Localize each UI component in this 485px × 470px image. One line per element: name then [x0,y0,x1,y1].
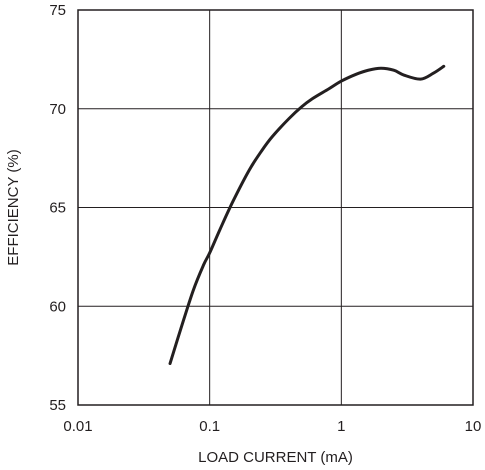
y-tick-label: 55 [49,397,66,414]
grid-lines [77,9,474,406]
x-tick-label: 0.1 [199,418,220,435]
x-tick-label: 1 [337,418,345,435]
y-tick-label: 65 [49,200,66,217]
x-axis-ticks: 0.01 0.1 1 10 [63,418,481,435]
y-axis-label: EFFICIENCY (%) [5,149,22,265]
x-axis-label: LOAD CURRENT (mA) [198,449,353,466]
efficiency-curve [168,64,446,366]
y-tick-label: 70 [49,101,66,118]
x-tick-label: 0.01 [63,418,92,435]
y-tick-label: 60 [49,298,66,315]
y-axis-ticks: 55 60 65 70 75 [49,2,66,414]
plot-frame [77,9,474,406]
x-tick-label: 10 [465,418,482,435]
y-tick-label: 75 [49,2,66,19]
